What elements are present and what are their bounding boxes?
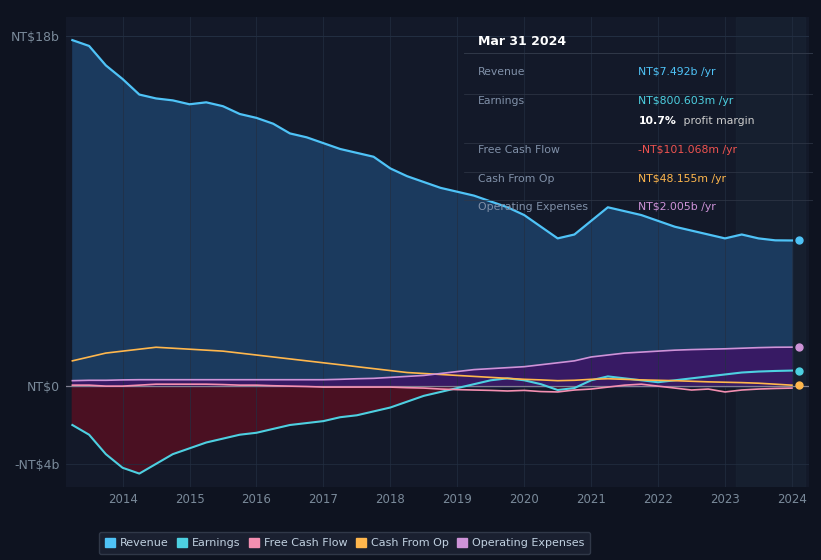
Text: NT$2.005b /yr: NT$2.005b /yr — [639, 202, 716, 212]
Text: Cash From Op: Cash From Op — [478, 174, 554, 184]
Text: -NT$101.068m /yr: -NT$101.068m /yr — [639, 145, 737, 155]
Text: Mar 31 2024: Mar 31 2024 — [478, 35, 566, 48]
Text: NT$7.492b /yr: NT$7.492b /yr — [639, 67, 716, 77]
Legend: Revenue, Earnings, Free Cash Flow, Cash From Op, Operating Expenses: Revenue, Earnings, Free Cash Flow, Cash … — [99, 532, 590, 554]
Text: Revenue: Revenue — [478, 67, 525, 77]
Text: profit margin: profit margin — [680, 116, 754, 127]
Text: Free Cash Flow: Free Cash Flow — [478, 145, 560, 155]
Text: NT$48.155m /yr: NT$48.155m /yr — [639, 174, 727, 184]
Text: NT$800.603m /yr: NT$800.603m /yr — [639, 96, 734, 106]
Text: Earnings: Earnings — [478, 96, 525, 106]
Text: Operating Expenses: Operating Expenses — [478, 202, 588, 212]
Bar — [736, 17, 805, 487]
Text: 10.7%: 10.7% — [639, 116, 677, 127]
